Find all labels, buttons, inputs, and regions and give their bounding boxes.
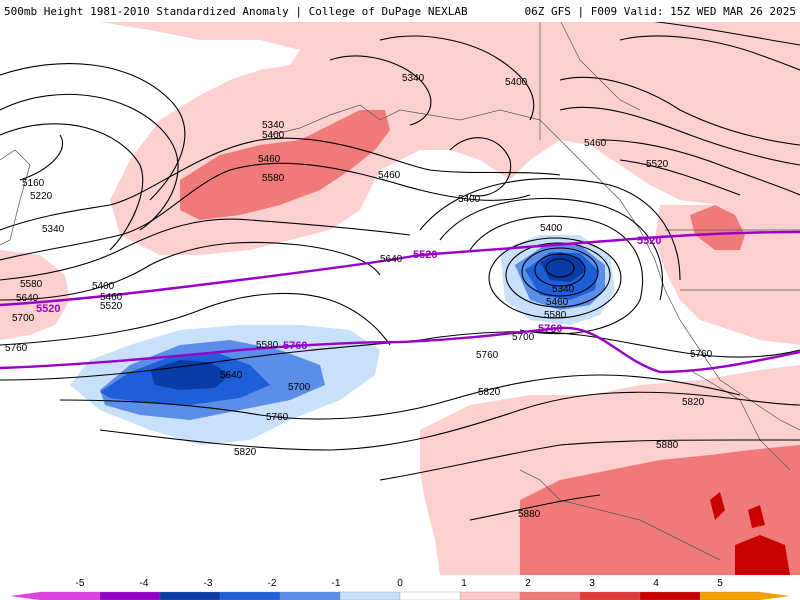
tick-label: -1 bbox=[332, 578, 341, 589]
colorbar-cell bbox=[459, 591, 521, 600]
colorbar-cell bbox=[219, 591, 281, 600]
svg-text:5400: 5400 bbox=[458, 194, 481, 205]
svg-text:5700: 5700 bbox=[288, 382, 311, 393]
model-run-info: 06Z GFS | F009 Valid: 15Z WED MAR 26 202… bbox=[524, 5, 796, 18]
height-contour-labels: 5340 5400 5340 5400 5460 5520 5580 5460 … bbox=[5, 73, 713, 520]
tick-label: 5 bbox=[717, 578, 723, 589]
colorbar-cell bbox=[159, 591, 221, 600]
colorbar-cell bbox=[399, 591, 461, 600]
svg-text:5880: 5880 bbox=[518, 509, 541, 520]
svg-text:5460: 5460 bbox=[584, 138, 607, 149]
colorbar-cell bbox=[579, 591, 641, 600]
colorbar-cell bbox=[339, 591, 401, 600]
svg-text:5580: 5580 bbox=[544, 310, 567, 321]
colorbar-cell bbox=[39, 591, 101, 600]
svg-text:5220: 5220 bbox=[30, 191, 53, 202]
svg-text:5640: 5640 bbox=[220, 370, 243, 381]
svg-text:5760: 5760 bbox=[283, 340, 307, 352]
coastlines bbox=[0, 19, 800, 561]
svg-text:5400: 5400 bbox=[262, 130, 285, 141]
colorbar-ticks: -5 -4 -3 -2 -1 0 1 2 3 4 5 bbox=[76, 578, 724, 589]
svg-text:5820: 5820 bbox=[682, 397, 705, 408]
tick-label: 2 bbox=[525, 578, 531, 589]
purple-contour-labels: 5520 5520 5520 5760 5760 bbox=[36, 235, 661, 352]
colorbar-right-arrow bbox=[760, 592, 790, 600]
purple-contours bbox=[0, 230, 800, 374]
colorbar-left-arrow bbox=[10, 592, 40, 600]
tick-label: -2 bbox=[268, 578, 277, 589]
colorbar-cell bbox=[99, 591, 161, 600]
svg-text:5460: 5460 bbox=[258, 154, 281, 165]
svg-text:5640: 5640 bbox=[380, 254, 403, 265]
svg-text:5760: 5760 bbox=[476, 350, 499, 361]
svg-text:5820: 5820 bbox=[234, 447, 257, 458]
map-title: 500mb Height 1981-2010 Standardized Anom… bbox=[4, 5, 468, 18]
svg-text:5460: 5460 bbox=[378, 170, 401, 181]
svg-text:5340: 5340 bbox=[262, 120, 285, 131]
tick-label: 4 bbox=[653, 578, 659, 589]
svg-text:5460: 5460 bbox=[100, 292, 123, 303]
svg-text:5640: 5640 bbox=[16, 293, 39, 304]
tick-label: 3 bbox=[589, 578, 595, 589]
tick-label: 1 bbox=[461, 578, 467, 589]
svg-text:5760: 5760 bbox=[266, 412, 289, 423]
svg-text:5400: 5400 bbox=[92, 281, 115, 292]
svg-text:5520: 5520 bbox=[646, 159, 669, 170]
svg-text:5520: 5520 bbox=[413, 249, 437, 261]
svg-text:5340: 5340 bbox=[42, 224, 65, 235]
colorbar: -5 -4 -3 -2 -1 0 1 2 3 4 5 bbox=[0, 575, 800, 600]
svg-text:5400: 5400 bbox=[540, 223, 563, 234]
svg-text:5700: 5700 bbox=[12, 313, 35, 324]
svg-text:5580: 5580 bbox=[20, 279, 43, 290]
colorbar-cell bbox=[699, 591, 761, 600]
svg-text:5760: 5760 bbox=[538, 323, 562, 335]
svg-text:5520: 5520 bbox=[36, 303, 60, 315]
svg-text:5880: 5880 bbox=[656, 440, 679, 451]
svg-text:5760: 5760 bbox=[5, 343, 28, 354]
colorbar-cell bbox=[279, 591, 341, 600]
height-contours bbox=[0, 19, 800, 521]
tick-label: 0 bbox=[397, 578, 403, 589]
svg-text:5520: 5520 bbox=[637, 235, 661, 247]
svg-text:5520: 5520 bbox=[100, 301, 123, 312]
tick-label: -4 bbox=[140, 578, 149, 589]
svg-text:5820: 5820 bbox=[478, 387, 501, 398]
header-bar: 500mb Height 1981-2010 Standardized Anom… bbox=[0, 0, 800, 22]
svg-text:5460: 5460 bbox=[546, 297, 569, 308]
svg-text:5760: 5760 bbox=[690, 349, 713, 360]
colorbar-cell bbox=[639, 591, 701, 600]
svg-text:5580: 5580 bbox=[256, 340, 279, 351]
svg-text:5160: 5160 bbox=[22, 178, 45, 189]
tick-label: -5 bbox=[76, 578, 85, 589]
svg-text:5340: 5340 bbox=[552, 284, 575, 295]
svg-text:5580: 5580 bbox=[262, 173, 285, 184]
svg-text:5340: 5340 bbox=[402, 73, 425, 84]
colorbar-cell bbox=[519, 591, 581, 600]
svg-text:5700: 5700 bbox=[512, 332, 535, 343]
svg-text:5400: 5400 bbox=[505, 77, 528, 88]
tick-label: -3 bbox=[204, 578, 213, 589]
